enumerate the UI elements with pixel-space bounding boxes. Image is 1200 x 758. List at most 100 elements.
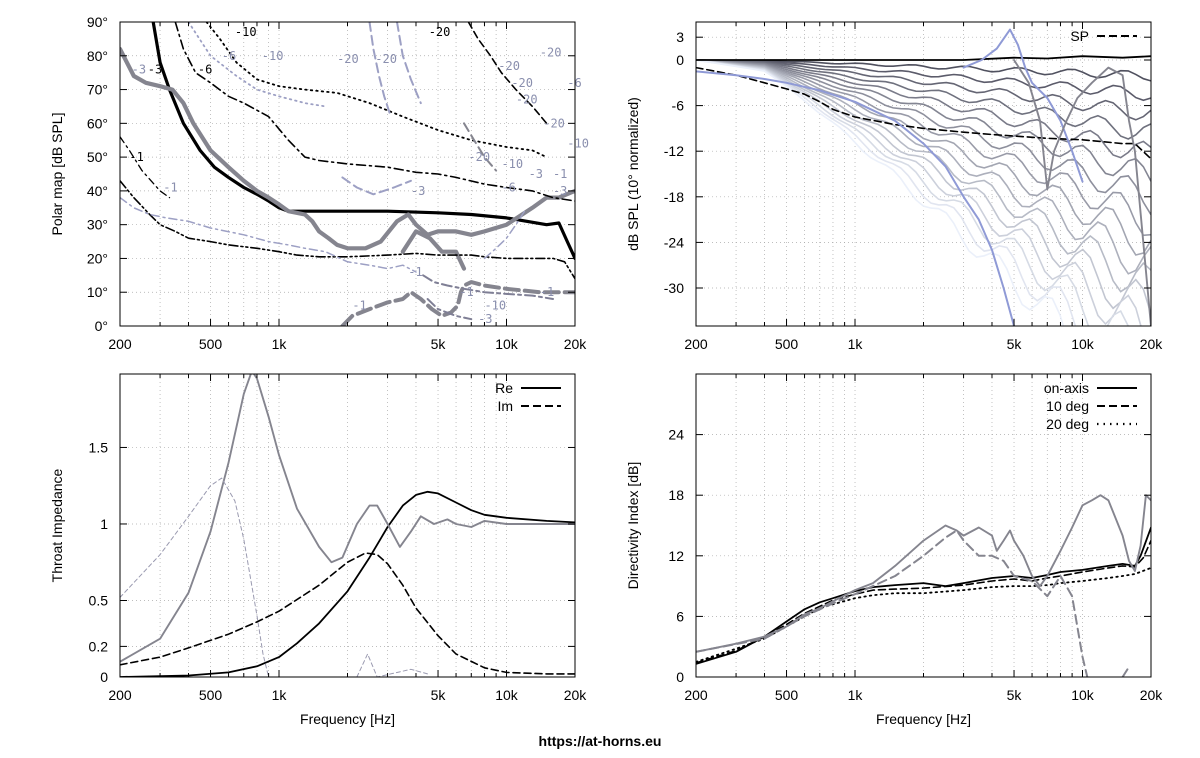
contour-label: -1 bbox=[163, 181, 177, 195]
series-curve-2 bbox=[696, 70, 1015, 326]
axes: 200 500 1k 5k 10k 20k 0 0.2 0.5 1 1.5 bbox=[89, 374, 588, 703]
y-tick-label: 60° bbox=[87, 115, 108, 131]
series-curve-4 bbox=[696, 529, 1089, 677]
legend: on-axis 10 deg 20 deg bbox=[1044, 380, 1137, 432]
y-tick-label: 10° bbox=[87, 284, 108, 300]
series-curve-14 bbox=[422, 274, 554, 300]
contour-label: -3 bbox=[132, 62, 146, 76]
chart-directivity: 200 500 1k 5k 10k 20k 0 6 12 18 24 Directivity Inde… bbox=[625, 373, 1163, 727]
contour-label: -6 bbox=[222, 49, 236, 63]
contour-label: -1 bbox=[553, 167, 567, 181]
grid bbox=[120, 22, 575, 326]
x-tick-label: 1k bbox=[272, 336, 288, 352]
series-curve-5 bbox=[120, 180, 575, 280]
contour-label: -3 bbox=[553, 184, 567, 198]
x-tick-label: 20k bbox=[1140, 336, 1164, 352]
series-curve-12 bbox=[396, 22, 422, 105]
series-10-deg bbox=[696, 539, 1151, 664]
off-axis-curve bbox=[696, 59, 1151, 256]
contour-label: -6 bbox=[501, 181, 515, 195]
series-curve-11 bbox=[368, 22, 392, 118]
off-axis-curve bbox=[696, 59, 1151, 315]
contour-label: -10 bbox=[567, 137, 589, 151]
y-tick-label: 80° bbox=[87, 48, 108, 64]
contour-label: -1 bbox=[352, 299, 366, 313]
series-on-axis bbox=[696, 526, 1151, 665]
contour-label: -3 bbox=[411, 184, 425, 198]
x-tick-label: 500 bbox=[199, 687, 223, 703]
axes: 200 500 1k 5k 10k 20k 0° 10° 20° 30° 40° 50° 60° 70° 8… bbox=[87, 14, 587, 352]
x-tick-label: 1k bbox=[272, 687, 288, 703]
series-curve-16 bbox=[483, 210, 526, 260]
x-tick-label: 500 bbox=[775, 687, 799, 703]
y-axis-label: dB SPL (10° normalized) bbox=[625, 97, 641, 251]
data-layer bbox=[696, 28, 1151, 326]
chart-impedance: 200 500 1k 5k 10k 20k 0 0.2 0.5 1 1.5 Throat Impeda… bbox=[49, 373, 588, 727]
off-axis-curve bbox=[696, 59, 1130, 326]
contour-label: -6 bbox=[198, 62, 212, 76]
footer-url[interactable]: https://at-horns.eu bbox=[538, 733, 662, 749]
x-tick-label: 1k bbox=[848, 336, 864, 352]
legend-label: SP bbox=[1070, 28, 1089, 44]
y-tick-label: 12 bbox=[668, 548, 684, 564]
data-layer bbox=[120, 22, 575, 326]
y-tick-label: 24 bbox=[668, 427, 684, 443]
series-curve-6 bbox=[120, 136, 171, 199]
series-curve-5 bbox=[1121, 665, 1130, 677]
x-tick-label: 200 bbox=[684, 336, 708, 352]
y-tick-label: -18 bbox=[664, 189, 684, 205]
contour-label: -1 bbox=[129, 150, 143, 164]
x-tick-label: 5k bbox=[1007, 687, 1023, 703]
data-layer bbox=[696, 494, 1151, 677]
y-axis-label: Throat Impedance bbox=[49, 468, 65, 582]
off-axis-curve bbox=[696, 59, 1151, 275]
axes: 200 500 1k 5k 10k 20k 3 0 -6 -12 -18 -24 -30 bbox=[664, 22, 1164, 352]
y-tick-label: 0.5 bbox=[89, 592, 109, 608]
y-tick-label: 0.2 bbox=[89, 638, 109, 654]
x-tick-label: 10k bbox=[1071, 687, 1095, 703]
y-tick-label: 70° bbox=[87, 82, 108, 98]
y-tick-label: 18 bbox=[668, 487, 684, 503]
y-tick-label: -12 bbox=[664, 143, 684, 159]
contour-label: -3 bbox=[529, 167, 543, 181]
contour-label: -3 bbox=[478, 312, 492, 326]
x-tick-label: 200 bbox=[108, 336, 132, 352]
x-tick-label: 500 bbox=[199, 336, 223, 352]
axes: 200 500 1k 5k 10k 20k 0 6 12 18 24 bbox=[668, 374, 1163, 703]
series-curve-3 bbox=[340, 280, 575, 326]
contour-labels: -3 -3 -6-6-10-10 -20 -20-20-20-20-20-20-20-6… bbox=[129, 25, 589, 326]
series-sp bbox=[696, 66, 1151, 160]
x-tick-label: 5k bbox=[431, 336, 447, 352]
chart-polar: -3 -3 -6-6-10-10 -20 -20-20-20-20-20-20-20-6… bbox=[49, 14, 589, 352]
contour-label: -20 bbox=[337, 52, 359, 66]
x-axis-label: Frequency [Hz] bbox=[876, 711, 971, 727]
off-axis-curve bbox=[696, 59, 1151, 82]
series-curve-3 bbox=[962, 28, 1084, 183]
series-curve-2 bbox=[120, 374, 575, 663]
y-axis-label: Directivity Index [dB] bbox=[625, 462, 641, 590]
contour-label: -20 bbox=[468, 150, 490, 164]
legend-label: on-axis bbox=[1044, 380, 1089, 396]
x-tick-label: 10k bbox=[495, 687, 519, 703]
y-tick-label: 20° bbox=[87, 250, 108, 266]
x-tick-label: 20k bbox=[1140, 687, 1164, 703]
series-curve-4 bbox=[1013, 59, 1151, 326]
y-axis-label: Polar map [dB SPL] bbox=[49, 113, 65, 236]
y-tick-label: -24 bbox=[664, 234, 684, 250]
contour-label: -10 bbox=[235, 25, 257, 39]
y-tick-label: 0 bbox=[100, 669, 108, 685]
y-tick-label: 90° bbox=[87, 14, 108, 30]
series-curve-9 bbox=[187, 22, 327, 108]
off-axis-curve bbox=[696, 59, 1151, 102]
series-20-deg bbox=[696, 567, 1151, 663]
y-tick-label: 3 bbox=[676, 29, 684, 45]
legend-label: Re bbox=[495, 380, 513, 396]
series-curve-3 bbox=[696, 494, 1151, 653]
series-curve-4 bbox=[174, 22, 575, 202]
y-tick-label: 30° bbox=[87, 217, 108, 233]
contour-label: -20 bbox=[375, 52, 397, 66]
x-tick-label: 20k bbox=[564, 687, 588, 703]
contour-label: -1 bbox=[408, 265, 422, 279]
x-tick-label: 5k bbox=[1007, 336, 1023, 352]
